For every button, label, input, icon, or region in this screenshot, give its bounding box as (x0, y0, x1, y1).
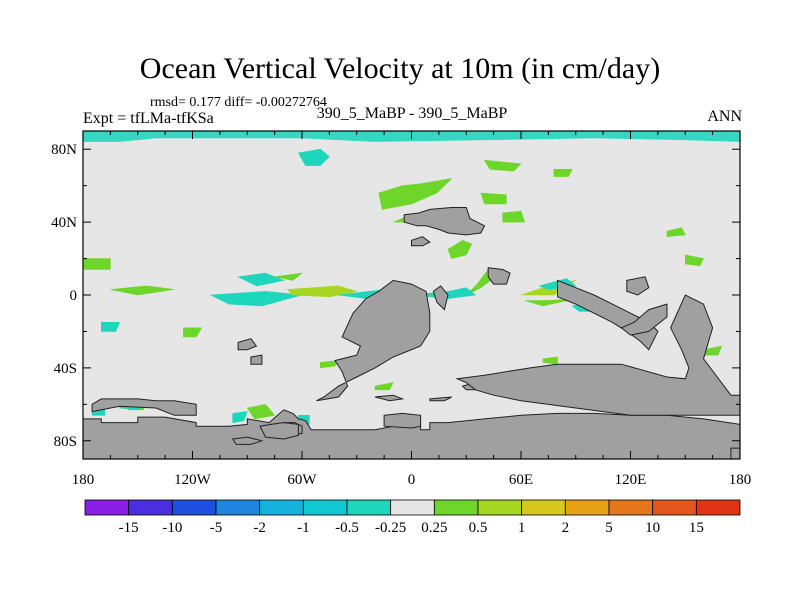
velocity-patch-1 (297, 148, 330, 166)
land-mass-8 (237, 338, 258, 351)
colorbar-box-4 (259, 499, 304, 516)
velocity-patch-14 (110, 285, 175, 296)
x-tick-label-6: 180 (729, 472, 752, 488)
colorbar-box-11 (564, 499, 610, 516)
land-mass-1 (83, 409, 740, 459)
x-tick-label-2: 60W (287, 472, 317, 488)
x-tick-label-4: 60E (509, 472, 533, 488)
colorbar-label-7: 0.25 (421, 520, 447, 536)
land-mass-16 (411, 236, 431, 247)
velocity-patch-42 (374, 382, 394, 391)
velocity-patch-23 (274, 272, 304, 281)
x-tick-label-0: 180 (72, 472, 95, 488)
velocity-patch-2 (483, 159, 522, 172)
colorbar-label-11: 5 (605, 520, 613, 536)
velocity-patch-24 (183, 327, 203, 338)
velocity-patch-10 (666, 227, 686, 238)
y-tick-label-1: 40N (51, 215, 77, 231)
velocity-patch-12 (83, 258, 111, 270)
colorbar-box-7 (390, 499, 435, 516)
land-mass-15 (403, 207, 486, 236)
colorbar-label-5: -0.5 (335, 520, 359, 536)
colorbar-box-10 (521, 499, 566, 516)
colorbar-box-6 (346, 499, 392, 516)
colorbar-box-2 (171, 499, 217, 516)
colorbar-box-5 (302, 499, 348, 516)
season-label: ANN (707, 108, 742, 125)
colorbar-label-6: -0.25 (375, 520, 406, 536)
colorbar-label-12: 10 (645, 520, 660, 536)
land-mass-2 (91, 398, 197, 416)
velocity-patch-13 (237, 272, 285, 287)
stats-label: rmsd= 0.177 diff= -0.00272764 (150, 95, 327, 110)
land-mass-11 (429, 396, 452, 402)
colorbar-box-0 (84, 499, 130, 516)
velocity-patch-6 (447, 239, 473, 259)
land-mass-17 (487, 267, 511, 285)
colorbar-box-8 (433, 499, 479, 516)
colorbar-label-1: -10 (162, 520, 182, 536)
land-mass-7 (316, 279, 431, 402)
chart-title: Ocean Vertical Velocity at 10m (in cm/da… (139, 52, 661, 85)
velocity-patch-16 (286, 285, 357, 298)
velocity-patch-29 (246, 403, 276, 420)
colorbar-label-2: -5 (210, 520, 223, 536)
case-label: 390_5_MaBP - 390_5_MaBP (316, 105, 508, 122)
colorbar-label-0: -15 (119, 520, 139, 536)
colorbar-box-9 (477, 499, 523, 516)
x-tick-label-1: 120W (174, 472, 212, 488)
land-mass-20 (626, 276, 650, 296)
y-tick-label-3: 40S (54, 361, 77, 377)
land-mass-5 (231, 436, 264, 445)
colorbar-box-14 (695, 499, 741, 516)
colorbar-box-3 (215, 499, 261, 516)
y-tick-label-0: 80N (51, 142, 77, 158)
velocity-patch-4 (378, 177, 453, 210)
land-mass-19 (620, 303, 668, 336)
colorbar-box-13 (652, 499, 697, 516)
colorbar-label-3: -2 (253, 520, 266, 536)
y-tick-label-4: 80S (54, 434, 77, 450)
land-mass-9 (250, 354, 263, 365)
velocity-patch-7 (480, 192, 507, 205)
velocity-patch-30 (232, 411, 248, 423)
velocity-patch-15 (209, 291, 303, 307)
colorbar-label-9: 1 (518, 520, 526, 536)
land-mass-6 (383, 412, 422, 429)
colorbar-box-1 (128, 499, 173, 516)
velocity-patch-8 (502, 210, 526, 223)
x-tick-label-5: 120E (615, 472, 647, 488)
land-mass-21 (730, 447, 740, 459)
colorbar-label-8: 0.5 (469, 520, 488, 536)
colorbar-box-12 (608, 499, 654, 516)
colorbar-label-10: 2 (562, 520, 570, 536)
velocity-patch-3 (553, 169, 573, 177)
velocity-patch-11 (684, 254, 704, 267)
velocity-patch-26 (319, 360, 340, 369)
velocity-patch-25 (101, 321, 120, 332)
land-mass-14 (455, 294, 740, 416)
land-mass-10 (374, 394, 405, 402)
land-mass-4 (259, 422, 299, 440)
x-tick-label-3: 0 (408, 472, 416, 488)
experiment-label: Expt = tfLMa-tfKSa (83, 110, 214, 127)
land-mass-12 (432, 285, 449, 311)
y-tick-label-2: 0 (70, 288, 78, 304)
colorbar-label-13: 15 (689, 520, 704, 536)
colorbar-label-4: -1 (297, 520, 310, 536)
